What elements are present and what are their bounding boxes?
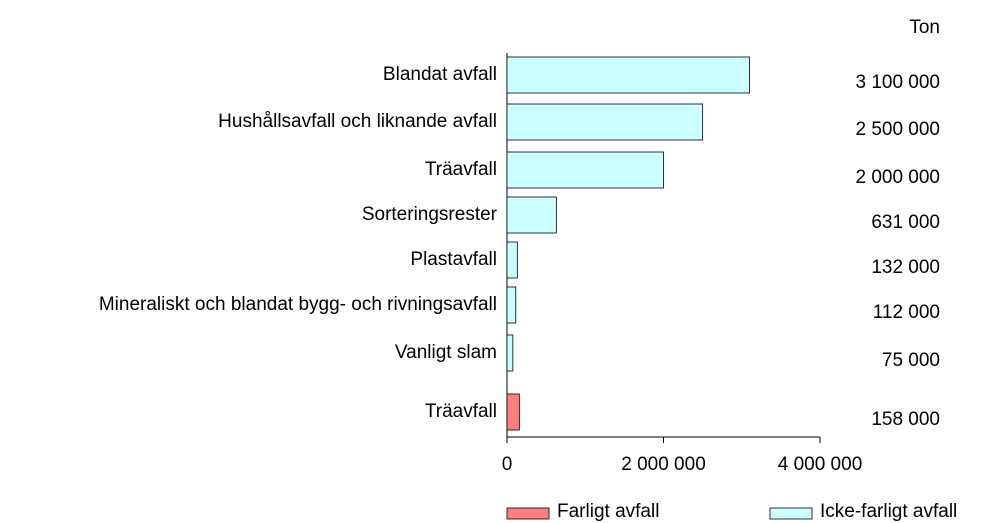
legend-swatch [506, 507, 550, 520]
value-label: 2 000 000 [855, 167, 940, 188]
bar [506, 334, 514, 372]
value-label: 75 000 [882, 350, 940, 371]
value-label: 2 500 000 [855, 119, 940, 140]
bar [506, 56, 750, 94]
category-label: Träavfall [425, 401, 497, 422]
category-label: Sorteringsrester [362, 204, 498, 225]
value-label: 158 000 [871, 409, 940, 430]
category-label: Hushållsavfall och liknande avfall [218, 111, 497, 132]
value-label: 112 000 [873, 302, 940, 323]
category-label: Träavfall [425, 159, 497, 180]
category-label: Vanligt slam [395, 342, 497, 363]
bar [506, 151, 664, 189]
x-tick-label: 2 000 000 [621, 454, 706, 475]
category-label: Mineraliskt och blandat bygg- och rivnin… [99, 294, 497, 315]
bar [506, 103, 704, 141]
category-label: Plastavfall [410, 249, 497, 270]
legend-swatch [769, 507, 813, 520]
value-label: 3 100 000 [855, 72, 940, 93]
bar [506, 241, 518, 279]
legend-label: Icke-farligt avfall [820, 501, 957, 522]
category-label: Blandat avfall [383, 64, 497, 85]
legend-label: Farligt avfall [557, 501, 659, 522]
x-tick-label: 0 [502, 454, 513, 475]
value-label: 132 000 [871, 257, 940, 278]
value-label: 631 000 [871, 212, 940, 233]
bar [506, 393, 520, 431]
bar [506, 196, 557, 234]
unit-label: Ton [909, 17, 940, 38]
x-tick-label: 4 000 000 [778, 454, 863, 475]
bar [506, 286, 517, 324]
